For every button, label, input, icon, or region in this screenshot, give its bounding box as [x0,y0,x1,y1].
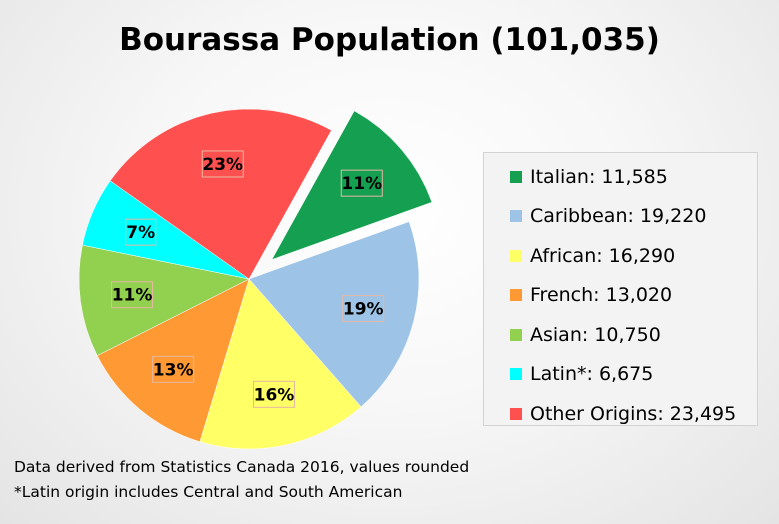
legend-swatch [510,210,522,223]
pct-label-group: 11% [340,169,383,197]
legend-label: African: 16,290 [530,244,676,267]
footnote: *Latin origin includes Central and South… [14,483,403,501]
pct-label-french: 13% [153,360,194,380]
source-note: Data derived from Statistics Canada 2016… [14,458,470,476]
pie-slice-other-origins [109,108,332,280]
legend-item-caribbean: Caribbean: 19,220 [510,197,757,237]
legend-swatch [510,328,522,341]
chart-title: Bourassa Population (101,035) [119,22,660,58]
legend-item-african: African: 16,290 [510,236,757,276]
legend-item-other-origins: Other Origins: 23,495 [510,394,757,434]
legend-label: Other Origins: 23,495 [530,402,737,425]
legend-swatch [510,407,522,420]
legend-label: French: 13,020 [530,284,673,307]
pct-label-italian: 11% [341,174,382,194]
legend-item-italian: Italian: 11,585 [510,157,757,197]
legend-label: Asian: 10,750 [530,323,661,346]
legend-item-french: French: 13,020 [510,276,757,316]
pct-label-group: 23% [201,150,244,178]
pie-slice-caribbean [248,221,420,408]
pct-label-other-origins: 23% [202,155,243,175]
legend-swatch [510,368,522,381]
pct-label-caribbean: 19% [343,300,384,320]
legend-item-latin: Latin*: 6,675 [510,355,757,395]
pct-label-latin: 7% [126,223,155,243]
pct-label-box [340,169,383,197]
pct-label-box [111,281,154,309]
pct-label-group: 11% [111,281,154,309]
pct-label-box [252,380,295,408]
legend-label: Caribbean: 19,220 [530,205,707,228]
pct-label-asian: 11% [112,286,153,306]
pct-label-box [125,218,157,246]
pct-label-group: 13% [152,355,195,383]
pct-label-box [342,295,385,323]
pct-label-group: 16% [252,380,295,408]
legend-item-asian: Asian: 10,750 [510,315,757,355]
legend-label: Italian: 11,585 [530,165,668,188]
legend: Italian: 11,585 Caribbean: 19,220 African:… [483,152,758,426]
pct-label-african: 16% [254,385,295,405]
pie-slice-african [199,278,362,450]
pct-label-group: 7% [125,218,157,246]
pct-label-box [201,150,244,178]
pct-label-box [152,355,195,383]
legend-swatch [510,249,522,262]
pct-label-group: 19% [342,295,385,323]
pie-slice-asian [78,244,250,356]
pie-slice-italian [271,110,433,261]
pie-slice-french [96,278,250,443]
legend-label: Latin*: 6,675 [530,363,654,386]
legend-swatch [510,170,522,183]
legend-swatch [510,289,522,302]
